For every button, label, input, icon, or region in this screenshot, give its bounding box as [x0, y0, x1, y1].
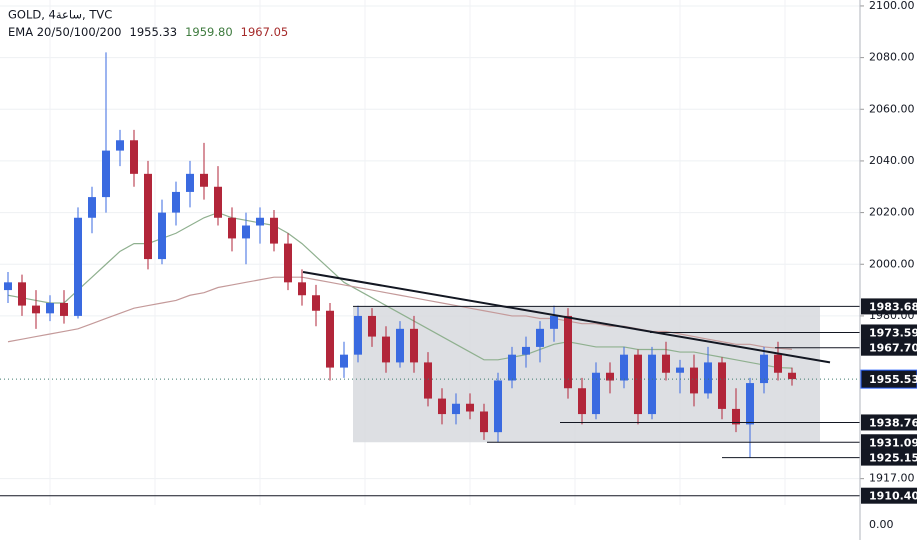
candle-body [396, 328, 404, 363]
candle-body [494, 380, 502, 433]
candle-body [718, 362, 726, 409]
candle-body [74, 217, 82, 316]
candle-body [690, 367, 698, 394]
candle-body [774, 354, 782, 373]
candle-body [732, 408, 740, 425]
candle-body [172, 191, 180, 213]
y-tick-label: 2060.00 [869, 102, 915, 115]
candle-body [158, 212, 166, 260]
candle-body [676, 367, 684, 373]
candle-body [284, 243, 292, 283]
level-tag-label: 1983.68 [869, 300, 917, 313]
candle-body [634, 354, 642, 415]
candle-body [88, 197, 96, 218]
candle-body [578, 388, 586, 415]
ema-line [7, 211, 793, 369]
last-price-label: 1955.53 [869, 373, 917, 386]
candle-body [4, 282, 12, 291]
candle-body [186, 173, 194, 192]
candle-body [466, 403, 474, 412]
candle-body [242, 225, 250, 239]
candle-body [32, 305, 40, 314]
y-tick-label: 2100.00 [869, 0, 915, 12]
candle-body [270, 217, 278, 244]
level-tag [861, 324, 917, 341]
candle-body [382, 336, 390, 363]
candle-body [424, 362, 432, 399]
indicator-value: 1967.05 [241, 25, 289, 39]
level-tag-label: 1931.09 [869, 436, 917, 449]
level-tag [861, 414, 917, 431]
candle-body [662, 354, 670, 373]
candle-body [144, 173, 152, 260]
candle-body [298, 282, 306, 296]
y-tick-label: 2020.00 [869, 206, 915, 219]
indicator-value: 1959.80 [185, 25, 233, 39]
ema-line [7, 276, 793, 350]
candle-body [550, 315, 558, 329]
candle-body [410, 328, 418, 363]
candle-body [340, 354, 348, 368]
candle-body [592, 372, 600, 415]
candle-body [788, 372, 796, 380]
last-price-tag [860, 369, 917, 389]
level-tag-label: 1910.40 [869, 490, 917, 503]
candle-body [620, 354, 628, 381]
candle-body [452, 403, 460, 415]
y-tick-label: 1917.00 [869, 472, 915, 485]
candle-body [564, 315, 572, 389]
candle-body [480, 411, 488, 433]
candle-body [438, 398, 446, 415]
candle-body [704, 362, 712, 394]
candle-body [102, 150, 110, 198]
lower-pane-tick-label: 0.00 [869, 518, 894, 531]
trend-line [302, 271, 831, 364]
candle-body [46, 303, 54, 314]
candle-body [648, 354, 656, 415]
indicator-label: EMA 20/50/100/200 [8, 25, 122, 39]
candle-body [368, 315, 376, 337]
candle-body [606, 372, 614, 381]
level-tag-label: 1967.70 [869, 342, 917, 355]
candle-body [536, 328, 544, 347]
level-tag-label: 1973.59 [869, 326, 917, 339]
level-tag-label: 1925.15 [869, 452, 917, 465]
level-tag [861, 487, 917, 504]
candle-body [326, 310, 334, 368]
candle-body [60, 303, 68, 316]
level-tag-label: 1938.76 [869, 416, 917, 429]
candle-body [18, 282, 26, 306]
candle-body [214, 186, 222, 218]
candle-body [354, 315, 362, 355]
level-tag [861, 434, 917, 451]
candle-body [508, 354, 516, 381]
indicator-value: 1955.33 [130, 25, 178, 39]
candle-body [116, 140, 124, 151]
y-tick-label: 2040.00 [869, 154, 915, 167]
candle-body [746, 383, 754, 425]
y-tick-label: 2000.00 [869, 257, 915, 270]
candle-body [256, 217, 264, 226]
chart-title: GOLD, 4ساعة, TVC [8, 8, 112, 22]
candle-body [312, 295, 320, 311]
level-tag [861, 339, 917, 356]
level-tag [861, 298, 917, 315]
candle-body [760, 354, 768, 384]
level-tag [861, 449, 917, 466]
indicator-legend: EMA 20/50/100/200 1955.33 1959.80 1967.05 [8, 25, 288, 39]
candle-body [200, 173, 208, 187]
candle-body [522, 346, 530, 355]
candle-body [130, 140, 138, 174]
candle-body [228, 217, 236, 239]
y-tick-label: 2080.00 [869, 51, 915, 64]
